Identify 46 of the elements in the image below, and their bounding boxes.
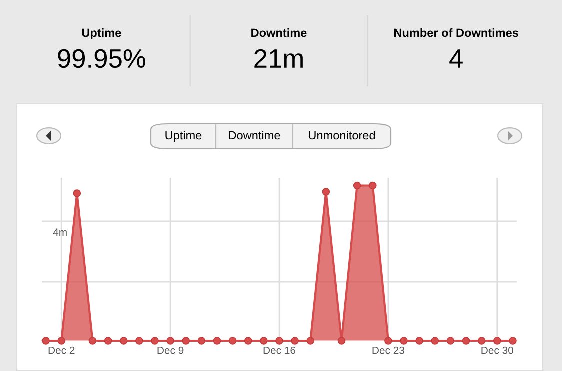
point bbox=[338, 337, 346, 345]
point bbox=[151, 337, 159, 345]
point bbox=[104, 337, 112, 345]
text: Uptime bbox=[82, 28, 122, 40]
point bbox=[306, 337, 315, 345]
text: Downtime bbox=[252, 28, 307, 38]
point bbox=[478, 337, 486, 345]
point bbox=[291, 337, 299, 345]
point bbox=[198, 337, 206, 345]
point bbox=[182, 337, 190, 345]
point bbox=[431, 337, 440, 345]
x-tick-label: Dec 16 bbox=[264, 346, 296, 354]
point bbox=[42, 337, 50, 345]
point bbox=[136, 337, 144, 345]
x-tick-label: Dec 2 bbox=[48, 346, 75, 354]
point bbox=[260, 337, 268, 345]
point bbox=[509, 337, 517, 345]
text: Downtime bbox=[229, 131, 280, 140]
point bbox=[400, 337, 408, 345]
point bbox=[88, 337, 97, 345]
point bbox=[276, 337, 284, 345]
point bbox=[384, 337, 392, 345]
point bbox=[416, 337, 424, 345]
text: 4 bbox=[450, 50, 463, 68]
point bbox=[462, 337, 470, 345]
text: Number of Downtimes bbox=[394, 28, 518, 38]
point bbox=[244, 337, 252, 345]
point bbox=[494, 337, 502, 345]
text: 99.95% bbox=[58, 49, 146, 68]
point bbox=[368, 182, 377, 190]
text: Unmonitored bbox=[309, 131, 376, 140]
point bbox=[166, 337, 174, 345]
point bbox=[228, 337, 237, 345]
point bbox=[353, 182, 362, 190]
point bbox=[446, 337, 455, 345]
point bbox=[120, 337, 128, 345]
point bbox=[213, 337, 222, 345]
x-tick-label: Dec 9 bbox=[158, 346, 184, 354]
point bbox=[73, 190, 82, 198]
x-tick-label: Dec 30 bbox=[482, 346, 514, 354]
x-tick-label: Dec 23 bbox=[372, 346, 404, 354]
point bbox=[58, 337, 66, 345]
text: 21m bbox=[254, 49, 303, 68]
point bbox=[322, 188, 330, 196]
ref-line-label: 4m bbox=[53, 228, 67, 236]
text: Uptime bbox=[166, 131, 202, 142]
